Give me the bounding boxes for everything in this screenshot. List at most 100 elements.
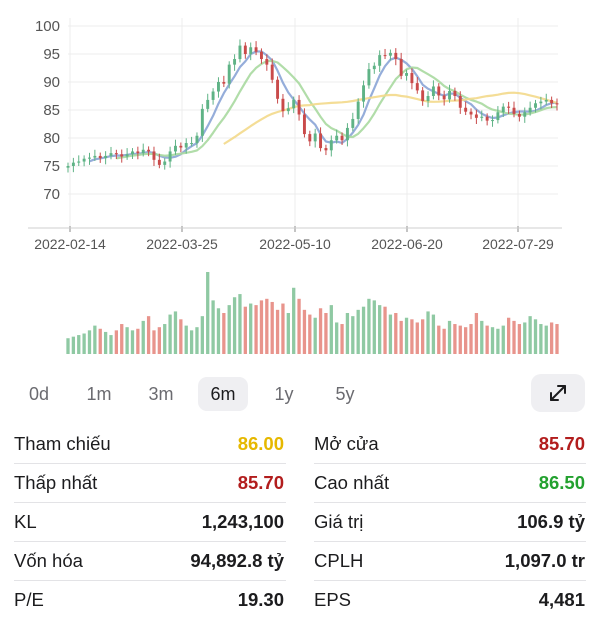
high-price-label: Cao nhất: [314, 472, 390, 493]
time-range-selector: 0d 1m 3m 6m 1y 5y: [0, 372, 600, 416]
stats-row-2: Thấp nhất 85.70 Cao nhất 86.50: [0, 463, 600, 502]
range-tab-1m[interactable]: 1m: [86, 384, 112, 404]
volume-bar: [383, 306, 387, 354]
candle-body: [319, 133, 323, 149]
candle-body: [388, 52, 392, 56]
volume-bar: [308, 314, 312, 354]
y-tick-label: 85: [43, 102, 60, 119]
candle-body: [265, 59, 269, 65]
candle-body: [453, 90, 457, 96]
volume-bar: [394, 313, 398, 354]
volume-bar: [533, 319, 538, 354]
volume-bar: [103, 331, 108, 354]
candle-body: [152, 151, 156, 160]
candle-body: [104, 155, 108, 159]
market-cap-label: Vốn hóa: [14, 550, 83, 571]
volume-bar: [163, 324, 167, 354]
candle-body: [66, 166, 70, 168]
range-tab-3m[interactable]: 3m: [148, 384, 174, 404]
candle-body: [195, 135, 199, 144]
shares-outstanding-label: CPLH: [314, 550, 364, 571]
candle-body: [297, 99, 301, 115]
volume-bar: [227, 305, 231, 354]
volume-bar: [501, 325, 505, 354]
candle-body: [485, 116, 489, 121]
volume-bar: [426, 311, 430, 354]
volume-bar: [485, 325, 489, 354]
candle-body: [501, 106, 505, 113]
volume-bar: [270, 301, 274, 354]
candle-body: [356, 101, 360, 119]
x-tick-label: 2022-03-25: [146, 236, 218, 252]
volume-bar: [388, 314, 393, 354]
volume-bar: [517, 324, 522, 354]
high-price-value: 86.50: [538, 472, 585, 493]
volume-bar: [318, 308, 323, 354]
candle-body: [114, 153, 118, 155]
candle-body: [141, 149, 145, 154]
range-tab-1y[interactable]: 1y: [274, 384, 294, 404]
volume-bar: [281, 303, 285, 354]
volume-bar: [206, 272, 210, 354]
candle-body: [335, 135, 339, 141]
volume-bar: [469, 324, 473, 354]
candle-body: [302, 114, 306, 135]
candle-body: [77, 161, 81, 163]
volume-bar: [168, 314, 172, 354]
volume-bar: [523, 322, 527, 354]
range-tab-6m[interactable]: 6m: [198, 377, 248, 411]
candle-body: [243, 45, 247, 54]
volume-bar: [173, 311, 178, 354]
row-divider: [314, 541, 586, 542]
candle-body: [216, 82, 220, 92]
expand-chart-button[interactable]: [531, 374, 585, 412]
y-tick-label: 100: [35, 18, 60, 35]
candle-body: [125, 154, 129, 157]
volume-bar: [259, 300, 264, 354]
volume-bar: [238, 294, 242, 354]
candle-body: [464, 107, 468, 112]
volume-bar: [544, 325, 548, 354]
candle-body: [351, 118, 355, 128]
volume-bar: [324, 313, 328, 354]
volume-bars: [66, 272, 559, 354]
volume-bar: [313, 317, 317, 354]
volume-bar: [496, 328, 500, 354]
volume-bar: [378, 305, 382, 354]
volume-bar: [130, 330, 135, 354]
candle-body: [270, 64, 274, 80]
candle-body: [98, 155, 102, 159]
x-tick-label: 2022-07-29: [482, 236, 554, 252]
y-tick-label: 70: [43, 186, 60, 203]
candle-body: [109, 153, 113, 156]
volume-bar: [490, 327, 495, 354]
candle-body: [238, 45, 242, 60]
volume-bar: [335, 322, 339, 354]
row-divider: [14, 502, 286, 503]
chart-gridlines: [68, 18, 558, 228]
volume-bar: [415, 322, 419, 354]
volume-bar: [87, 330, 92, 354]
candle-body: [222, 82, 226, 84]
candle-body: [442, 95, 446, 100]
range-tab-0d[interactable]: 0d: [28, 384, 50, 404]
candle-body: [313, 133, 317, 142]
volume-bar: [77, 335, 81, 354]
candle-body: [480, 116, 484, 118]
volume-bar: [232, 297, 237, 354]
volume-bar: [458, 325, 462, 354]
volume-bar: [351, 316, 355, 354]
candle-body: [394, 52, 398, 60]
volume-bar: [372, 300, 376, 354]
candle-body: [378, 55, 382, 66]
volume-bar: [222, 313, 226, 354]
range-tab-5y[interactable]: 5y: [335, 384, 355, 404]
volume-bar: [367, 298, 371, 354]
candle-body: [292, 99, 296, 109]
candle-body: [147, 149, 151, 152]
candle-body: [206, 99, 210, 109]
volume-bar: [399, 320, 403, 354]
volume-bar: [275, 309, 280, 354]
volume-bar: [136, 328, 140, 354]
